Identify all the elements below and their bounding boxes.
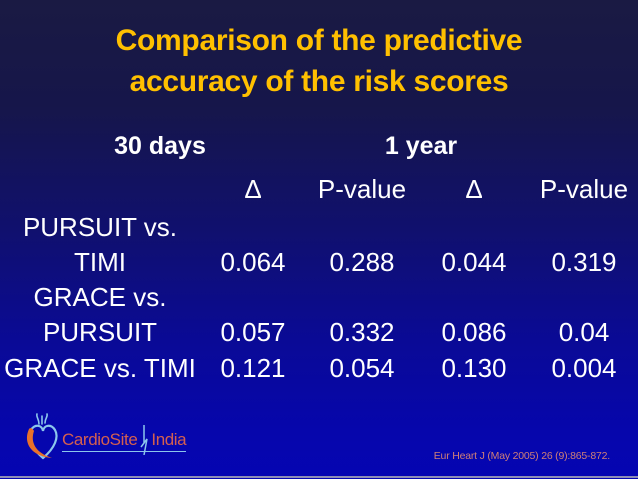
group-header-1-year: 1 year	[384, 132, 458, 160]
cell-delta-1y: 0.086	[441, 317, 507, 347]
table-row: GRACE vs.	[0, 280, 638, 314]
row-label: TIMI	[74, 247, 126, 277]
column-header-pvalue-30d: P-value	[317, 174, 407, 204]
citation-text: Eur Heart J (May 2005) 26 (9):865-872.	[433, 450, 610, 462]
column-header-delta-30d: Δ	[244, 174, 262, 204]
cell-pvalue-1y: 0.319	[551, 247, 617, 277]
logo-word-cardiosite: CardioSite	[62, 429, 138, 449]
slide-title-line2: accuracy of the risk scores	[129, 65, 509, 98]
cell-pvalue-30d: 0.332	[329, 317, 395, 347]
cardiosite-india-logo: CardioSite India	[24, 412, 187, 464]
row-label: GRACE vs. TIMI	[4, 353, 196, 383]
row-label-line: PURSUIT vs.	[22, 212, 178, 242]
ekg-line-icon	[140, 424, 149, 455]
slide-title-line1: Comparison of the predictive	[115, 24, 523, 57]
column-header-delta-1y: Δ	[465, 174, 483, 204]
cell-delta-30d: 0.064	[220, 247, 286, 277]
table-row: TIMI 0.064 0.288 0.044 0.319	[0, 244, 638, 280]
column-header-pvalue-1y: P-value	[539, 174, 629, 204]
cell-delta-1y: 0.130	[441, 353, 507, 383]
logo-text: CardioSite India	[62, 424, 187, 455]
cell-pvalue-1y: 0.04	[558, 317, 610, 347]
cell-delta-1y: 0.044	[441, 247, 507, 277]
slide-title: Comparison of the predictive accuracy of…	[0, 20, 638, 102]
column-header-empty	[0, 168, 200, 210]
cell-pvalue-1y: 0.004	[551, 353, 617, 383]
logo-word-india: India	[151, 429, 187, 449]
column-header-row: Δ P-value Δ P-value	[0, 168, 638, 210]
cell-pvalue-30d: 0.288	[329, 247, 395, 277]
table-row: PURSUIT 0.057 0.332 0.086 0.04	[0, 314, 638, 350]
bottom-divider	[0, 476, 638, 478]
heart-icon	[26, 413, 58, 460]
table-row: PURSUIT vs.	[0, 210, 638, 244]
row-label: PURSUIT	[42, 317, 158, 347]
group-header-30-days: 30 days	[114, 132, 206, 160]
comparison-table: Δ P-value Δ P-value PURSUIT vs. TIMI 0.0…	[0, 168, 638, 386]
cell-delta-30d: 0.057	[220, 317, 286, 347]
row-label-line: GRACE vs.	[33, 282, 167, 312]
cell-delta-30d: 0.121	[220, 353, 286, 383]
cell-pvalue-30d: 0.054	[329, 353, 395, 383]
table-row: GRACE vs. TIMI 0.121 0.054 0.130 0.004	[0, 350, 638, 386]
